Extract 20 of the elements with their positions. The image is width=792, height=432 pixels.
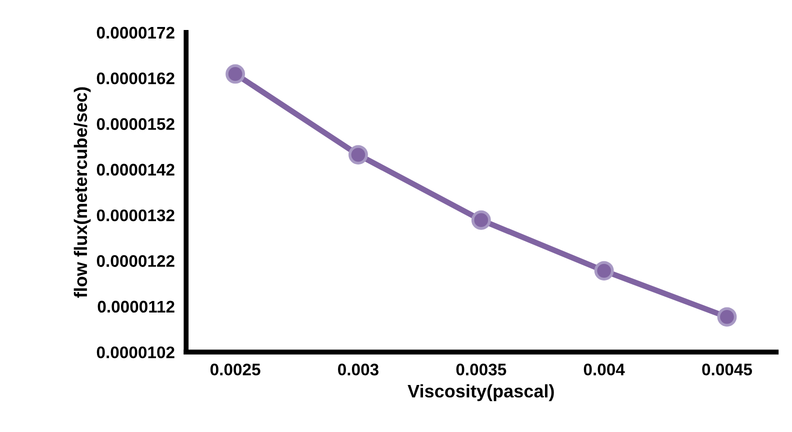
x-tick-label: 0.004 xyxy=(584,364,625,376)
x-tick-label: 0.0035 xyxy=(456,364,506,376)
y-tick-label: 0.0000172 xyxy=(96,26,174,39)
y-tick-label: 0.0000142 xyxy=(96,164,174,176)
point xyxy=(717,307,737,327)
y-tick-label: 0.0000152 xyxy=(96,118,174,130)
x-tick-label: 0.0045 xyxy=(702,364,752,376)
point xyxy=(471,210,491,230)
y-tick-label: 0.0000132 xyxy=(96,209,174,222)
x-tick-label: 0.0025 xyxy=(210,364,260,376)
y-tick-label: 0.0000162 xyxy=(96,72,174,84)
point xyxy=(594,261,614,281)
y-tick-label: 0.0000102 xyxy=(96,346,174,358)
x-tick-label: 0.003 xyxy=(338,364,378,376)
y-axis-title: flow flux(metercube/sec) xyxy=(74,87,91,298)
y-tick-label: 0.0000122 xyxy=(96,255,174,267)
x-axis-title: Viscosity(pascal) xyxy=(408,384,554,402)
y-tick-label: 0.0000112 xyxy=(98,300,174,313)
point xyxy=(348,145,368,165)
point xyxy=(226,64,246,84)
